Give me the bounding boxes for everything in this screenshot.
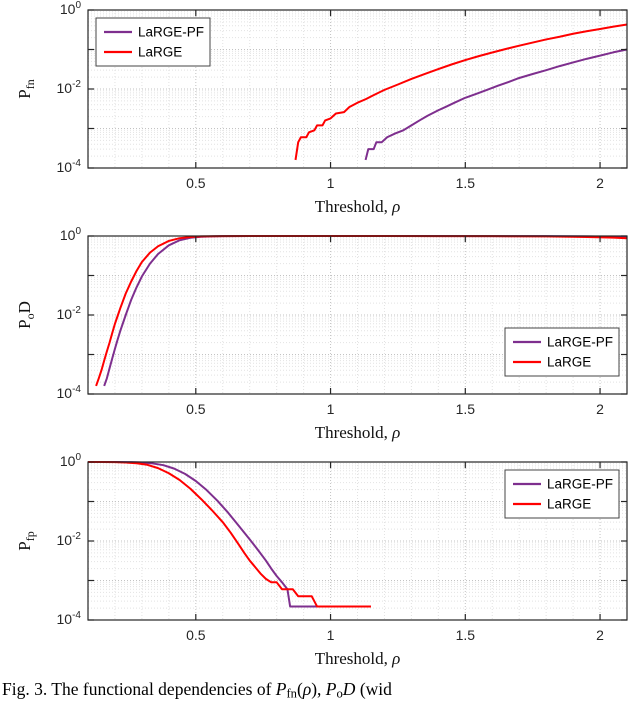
caption-segment: (	[296, 679, 303, 699]
series-LaRGE-PF	[364, 48, 628, 161]
y-axis-label: PoD	[15, 301, 37, 329]
x-tick-label: 0.5	[186, 401, 206, 417]
chart-pfn: 0.5 1 1.5 2 100 10-2 10-4 Pfn Threshold, ρ LaRGE-…	[15, 0, 628, 216]
legend: LaRGE-PF LaRGE	[504, 327, 620, 377]
y-tick-label: 10-2	[57, 305, 82, 322]
legend-box	[504, 469, 620, 519]
series-LaRGE	[294, 23, 628, 161]
series-LaRGE-PF	[88, 461, 323, 608]
series-LaRGE	[88, 461, 371, 608]
x-tick-label: 0.5	[186, 627, 206, 643]
x-axis-label: Threshold, ρ	[315, 197, 401, 216]
figure-caption: Fig. 3. The functional dependencies of P…	[0, 678, 640, 708]
y-axis-label: Pfp	[15, 531, 37, 550]
caption-segment: Fig. 3. The functional dependencies of	[2, 679, 276, 699]
plot-area: 0.5 1 1.5 2 100 10-2 10-4	[57, 452, 628, 643]
x-tick-label: 2	[596, 175, 604, 191]
x-tick-label: 1.5	[456, 175, 476, 191]
legend: LaRGE-PF LaRGE	[504, 469, 620, 519]
caption-segment: o	[336, 686, 343, 701]
x-tick-label: 2	[596, 627, 604, 643]
y-axis-label: Pfn	[15, 79, 37, 98]
y-tick-label: 10-4	[57, 610, 82, 627]
caption-segment: fn	[286, 686, 297, 701]
x-axis-label: Threshold, ρ	[315, 423, 401, 442]
caption-segment: ρ	[302, 679, 312, 699]
chart-pfp: 0.5 1 1.5 2 100 10-2 10-4 Pfp Threshold, ρ LaRGE-…	[15, 452, 628, 668]
y-tick-label: 10-4	[57, 158, 82, 175]
legend-box	[95, 17, 211, 67]
caption-segment: P	[325, 679, 337, 699]
legend-label: LaRGE-PF	[547, 477, 613, 492]
y-tick-label: 100	[60, 0, 82, 17]
x-tick-label: 0.5	[186, 175, 206, 191]
y-tick-label: 100	[60, 452, 82, 469]
x-tick-label: 1.5	[456, 627, 476, 643]
legend-box	[504, 327, 620, 377]
x-tick-label: 2	[596, 401, 604, 417]
x-tick-label: 1.5	[456, 401, 476, 417]
caption-segment: P	[275, 679, 287, 699]
x-tick-label: 1	[327, 401, 335, 417]
legend-label: LaRGE	[547, 497, 591, 512]
y-tick-label: 10-4	[57, 384, 82, 401]
caption-segment: ),	[311, 679, 326, 699]
chart-pod: 0.5 1 1.5 2 100 10-2 10-4 PoD Threshold, ρ LaRGE-…	[15, 226, 628, 442]
legend-label: LaRGE-PF	[547, 335, 613, 350]
x-tick-label: 1	[327, 175, 335, 191]
caption-segment: (wid	[355, 679, 392, 699]
plot-area: 0.5 1 1.5 2 100 10-2 10-4	[57, 226, 628, 417]
x-axis-label: Threshold, ρ	[315, 649, 401, 668]
y-tick-label: 10-2	[57, 531, 82, 548]
y-tick-label: 10-2	[57, 79, 82, 96]
x-tick-label: 1	[327, 627, 335, 643]
caption-segment: D	[342, 679, 356, 699]
legend-label: LaRGE	[547, 355, 591, 370]
legend-label: LaRGE	[138, 45, 182, 60]
legend: LaRGE-PF LaRGE	[95, 17, 211, 67]
y-tick-label: 100	[60, 226, 82, 243]
legend-label: LaRGE-PF	[138, 25, 204, 40]
plot-area: 0.5 1 1.5 2 100 10-2 10-4	[57, 0, 628, 191]
